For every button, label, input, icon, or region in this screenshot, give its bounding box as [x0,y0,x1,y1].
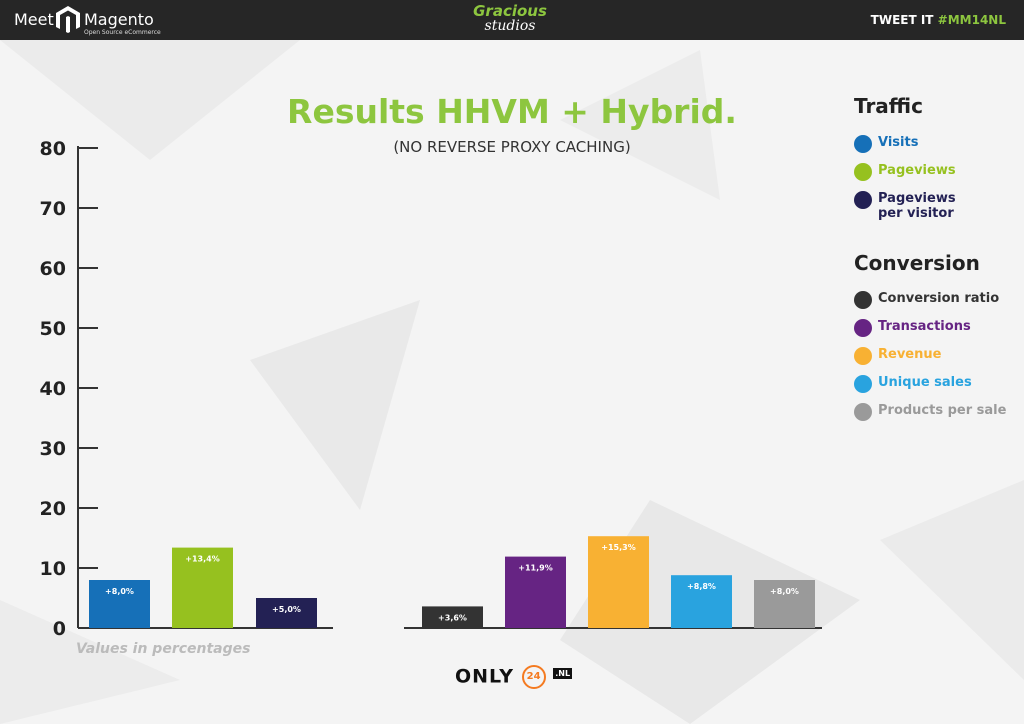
bar [588,536,649,628]
bar-value-label: +13,4% [185,555,219,564]
legend-label: Pageviews [878,163,956,178]
legend-item: Transactions [854,319,1024,337]
bar-value-label: +11,9% [518,564,552,573]
bar [89,580,150,628]
bar-value-label: +8,0% [105,587,134,596]
tweet-prefix: TWEET IT [870,13,934,27]
gracious-studios-logo: Gracious studios [470,3,550,33]
values-note: Values in percentages [76,641,251,657]
legend-dot-icon [854,375,872,393]
legend-dot-icon [854,319,872,337]
y-tick-label: 50 [40,318,66,340]
bar-value-label: +15,3% [601,543,635,552]
bar-value-label: +5,0% [272,605,301,614]
legend-dot-icon [854,291,872,309]
legend-dot-icon [854,403,872,421]
y-tick-label: 30 [40,438,66,460]
bar [505,556,566,628]
legend-dot-icon [854,135,872,153]
y-tick-label: 20 [40,498,66,520]
legend-item: Unique sales [854,375,1024,393]
magento-icon [56,6,80,33]
legend-dot-icon [854,163,872,181]
legend-label: Products per sale [878,403,1007,418]
bar [422,606,483,628]
clock-24-icon: 24 [521,665,546,689]
legend-label: Transactions [878,319,971,334]
studios-text: studios [484,18,536,34]
magento-text: Magento [84,10,154,29]
bar [754,580,815,628]
legend-item: Products per sale [854,403,1024,421]
bar [256,598,317,628]
legend-conversion-list: Conversion ratio Transactions Revenue Uniqu… [854,291,1024,421]
legend-label: Revenue [878,347,942,362]
bar [671,575,732,628]
legend-item: Conversion ratio [854,291,1024,309]
tweet-hashtag: #MM14NL [937,13,1006,27]
legend-item: Pageviews [854,163,1024,181]
magento-subtext: Open Source eCommerce [84,29,161,36]
legend-traffic-title: Traffic [854,94,923,118]
legend-conversion-title: Conversion [854,251,980,275]
bar [172,547,233,628]
legend-label: Visits [878,135,919,150]
legend-item: Pageviews per visitor [854,191,1024,221]
chart-subtitle: (NO REVERSE PROXY CACHING) [393,138,631,156]
bar-value-label: +8,8% [687,582,716,591]
tweet-it: TWEET IT #MM14NL [871,13,1006,27]
meet-text: Meet [14,10,54,29]
y-tick-label: 60 [40,258,66,280]
y-tick-label: 70 [40,198,66,220]
y-tick-label: 80 [40,138,66,160]
only-text: ONLY [455,665,514,688]
chart-title: Results HHVM + Hybrid. [287,92,737,131]
top-bar: Meet Magento Open Source eCommerce Graci… [0,0,1024,40]
only24-logo: ONLY 24 .NL [455,665,573,689]
legend-item: Visits [854,135,1024,153]
legend-dot-icon [854,191,872,209]
legend-item: Revenue [854,347,1024,365]
y-tick-label: 40 [40,378,66,400]
legend-label: Conversion ratio [878,291,1000,306]
bar-value-label: +8,0% [770,587,799,596]
legend-label: Unique sales [878,375,972,390]
nl-tag: .NL [553,668,573,679]
bar-value-label: +3,6% [438,613,467,622]
gracious-text: Gracious [473,2,547,20]
legend-dot-icon [854,347,872,365]
legend-label: Pageviews per visitor [878,191,956,221]
y-tick-label: 10 [40,558,66,580]
y-tick-label: 0 [53,618,66,640]
legend-traffic-list: Visits Pageviews Pageviews per visitor [854,135,1024,221]
legend: Traffic Visits Pageviews Pageviews per vis… [854,94,1024,421]
